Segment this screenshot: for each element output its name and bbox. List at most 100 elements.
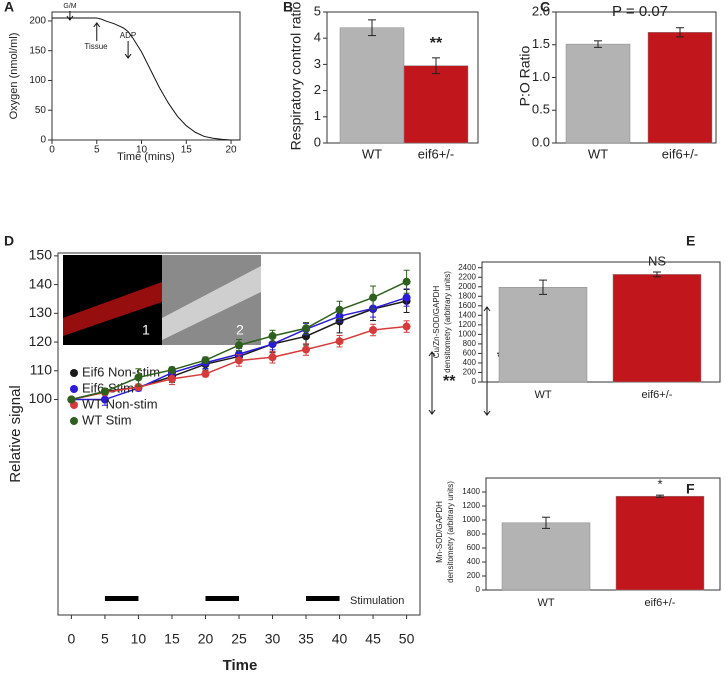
y-tick-label: 120 <box>29 333 53 349</box>
y-tick-label: 1200 <box>458 320 476 329</box>
x-tick-label: 45 <box>365 631 381 647</box>
inset-label: 2 <box>236 322 244 338</box>
bar <box>565 43 631 144</box>
y-tick-label: 5 <box>314 3 321 18</box>
panel-letter: F <box>686 481 695 497</box>
x-tick-label: 20 <box>225 145 237 156</box>
y-tick-label: 0.0 <box>532 134 550 149</box>
y-tick-label: 0 <box>476 585 481 594</box>
x-tick-label: eif6+/- <box>642 389 673 401</box>
panel-letter: A <box>4 0 14 15</box>
y-tick-label: 1.5 <box>532 36 550 51</box>
point <box>402 322 411 331</box>
y-axis-label: densitometry (arbitrary units) <box>446 481 455 583</box>
panel-letter: D <box>4 233 14 249</box>
series-line <box>52 17 240 141</box>
x-tick-label: 15 <box>181 145 193 156</box>
x-tick-label: eif6+/- <box>645 597 676 609</box>
point <box>369 325 378 334</box>
arrow-head <box>428 351 436 357</box>
y-axis-label: P:O Ratio <box>517 45 533 106</box>
bar <box>339 27 405 144</box>
x-tick-label: 35 <box>298 631 314 647</box>
y-tick-label: 2400 <box>458 263 476 272</box>
point <box>201 369 210 378</box>
y-axis-label: Mn-SOD/GAPDH <box>435 501 444 563</box>
y-tick-label: 2 <box>314 82 321 97</box>
bar <box>647 32 713 144</box>
point <box>167 374 176 383</box>
x-tick-label: 10 <box>136 145 148 156</box>
significance: * <box>657 477 662 492</box>
x-tick-label: 10 <box>131 631 147 647</box>
legend-marker <box>70 385 78 393</box>
point <box>100 395 109 404</box>
fiber-red <box>63 282 162 336</box>
x-tick-label: 30 <box>265 631 281 647</box>
x-tick-label: 0 <box>68 631 76 647</box>
bar <box>612 274 702 383</box>
x-tick-label: 0 <box>49 145 55 156</box>
fiber-gray <box>162 266 261 340</box>
y-tick-label: 1400 <box>458 310 476 319</box>
annotation: Tissue <box>84 42 108 51</box>
x-tick-label: WT <box>588 146 608 161</box>
y-tick-label: 400 <box>463 358 477 367</box>
y-axis-label: Relative signal <box>7 385 24 483</box>
y-axis-label: Cu/Zn-SOD/GAPDH <box>432 286 441 359</box>
annotation: ADP <box>120 31 136 40</box>
legend-label: WT Stim <box>82 412 132 427</box>
arrow-head <box>93 22 101 28</box>
y-tick-label: 0.5 <box>532 102 550 117</box>
y-tick-label: 50 <box>35 105 47 116</box>
point <box>268 332 277 341</box>
point <box>167 365 176 374</box>
y-tick-label: 0 <box>40 135 46 146</box>
y-tick-label: 3 <box>314 56 321 71</box>
y-tick-label: 1400 <box>462 487 480 496</box>
x-tick-label: 25 <box>231 631 247 647</box>
legend-marker <box>70 417 78 425</box>
point <box>302 345 311 354</box>
y-tick-label: 1800 <box>458 291 476 300</box>
y-tick-label: 2000 <box>458 282 476 291</box>
y-tick-label: 150 <box>29 247 53 263</box>
inset-image <box>63 255 261 345</box>
legend-label: WT Non-stim <box>82 396 158 411</box>
significance: NS <box>648 253 666 268</box>
x-tick-label: 40 <box>332 631 348 647</box>
y-tick-label: 2.0 <box>532 3 550 18</box>
legend-marker <box>70 369 78 377</box>
inset-label: 1 <box>142 322 150 338</box>
panel-letter: C <box>540 0 550 15</box>
x-tick-label: 5 <box>94 145 100 156</box>
bar <box>403 65 469 144</box>
x-tick-label: 15 <box>164 631 180 647</box>
x-tick-label: WT <box>362 146 382 161</box>
y-tick-label: 800 <box>467 529 481 538</box>
significance: ** <box>443 373 456 390</box>
x-tick-label: WT <box>537 597 554 609</box>
arrow-head <box>428 409 436 415</box>
panel-letter: E <box>686 233 695 249</box>
x-axis-label: Time (mins) <box>117 151 175 163</box>
point <box>235 350 243 359</box>
plot-frame <box>51 11 241 141</box>
y-tick-label: 1.0 <box>532 69 550 84</box>
y-tick-label: 200 <box>463 368 477 377</box>
y-tick-label: 200 <box>29 16 46 27</box>
bar <box>498 286 588 383</box>
point <box>100 387 109 396</box>
y-tick-label: 100 <box>29 390 53 406</box>
x-tick-label: 5 <box>101 631 109 647</box>
y-tick-label: 600 <box>463 349 477 358</box>
y-tick-label: 130 <box>29 304 53 320</box>
x-tick-label: 20 <box>198 631 214 647</box>
point <box>335 305 344 314</box>
x-tick-label: 50 <box>399 631 415 647</box>
y-tick-label: 1000 <box>458 329 476 338</box>
y-tick-label: 110 <box>30 361 53 377</box>
point <box>268 353 277 362</box>
stimulation-bar <box>104 596 139 601</box>
